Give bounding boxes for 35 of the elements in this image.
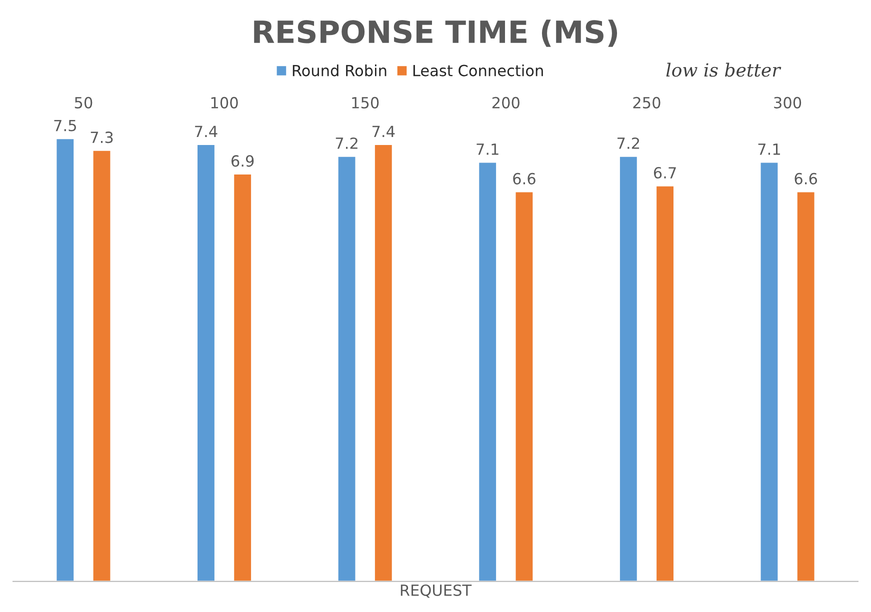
data-label: 7.1 <box>758 144 780 155</box>
x-axis-title: REQUEST <box>400 584 472 598</box>
data-label: 7.2 <box>336 137 358 149</box>
bar <box>92 150 112 582</box>
data-label: 7.4 <box>372 126 395 137</box>
data-label: 7.1 <box>476 144 498 155</box>
x-tick-label: 150 <box>352 96 379 108</box>
bar <box>514 190 534 582</box>
x-tick-label: 200 <box>492 96 520 108</box>
bar <box>796 190 816 582</box>
bar <box>196 144 216 582</box>
text: low is better <box>666 62 782 77</box>
data-label: 6.7 <box>654 166 676 179</box>
legend-label: Least Connection <box>413 64 543 76</box>
legend-label: Round Robin <box>292 64 386 76</box>
bar <box>232 173 252 582</box>
bar <box>374 144 394 582</box>
data-label: 7.4 <box>195 126 218 137</box>
x-tick-label: 300 <box>774 96 802 108</box>
bar <box>618 155 638 582</box>
data-label: 7.5 <box>54 120 76 132</box>
chart-title: RESPONSE TIME (MS) <box>254 20 618 47</box>
data-label: 6.6 <box>794 172 818 184</box>
x-tick-label: 250 <box>633 96 660 108</box>
bar <box>336 155 357 582</box>
x-tick-label: 100 <box>211 96 238 108</box>
x-tick-label: 50 <box>74 96 92 108</box>
bar <box>478 161 498 582</box>
data-label: 7.2 <box>618 137 640 149</box>
data-label: 7.3 <box>90 132 113 144</box>
data-label: 6.6 <box>513 172 536 184</box>
bar <box>759 161 780 582</box>
data-label: 6.9 <box>232 155 254 167</box>
bar <box>655 184 675 582</box>
bar <box>55 138 76 582</box>
